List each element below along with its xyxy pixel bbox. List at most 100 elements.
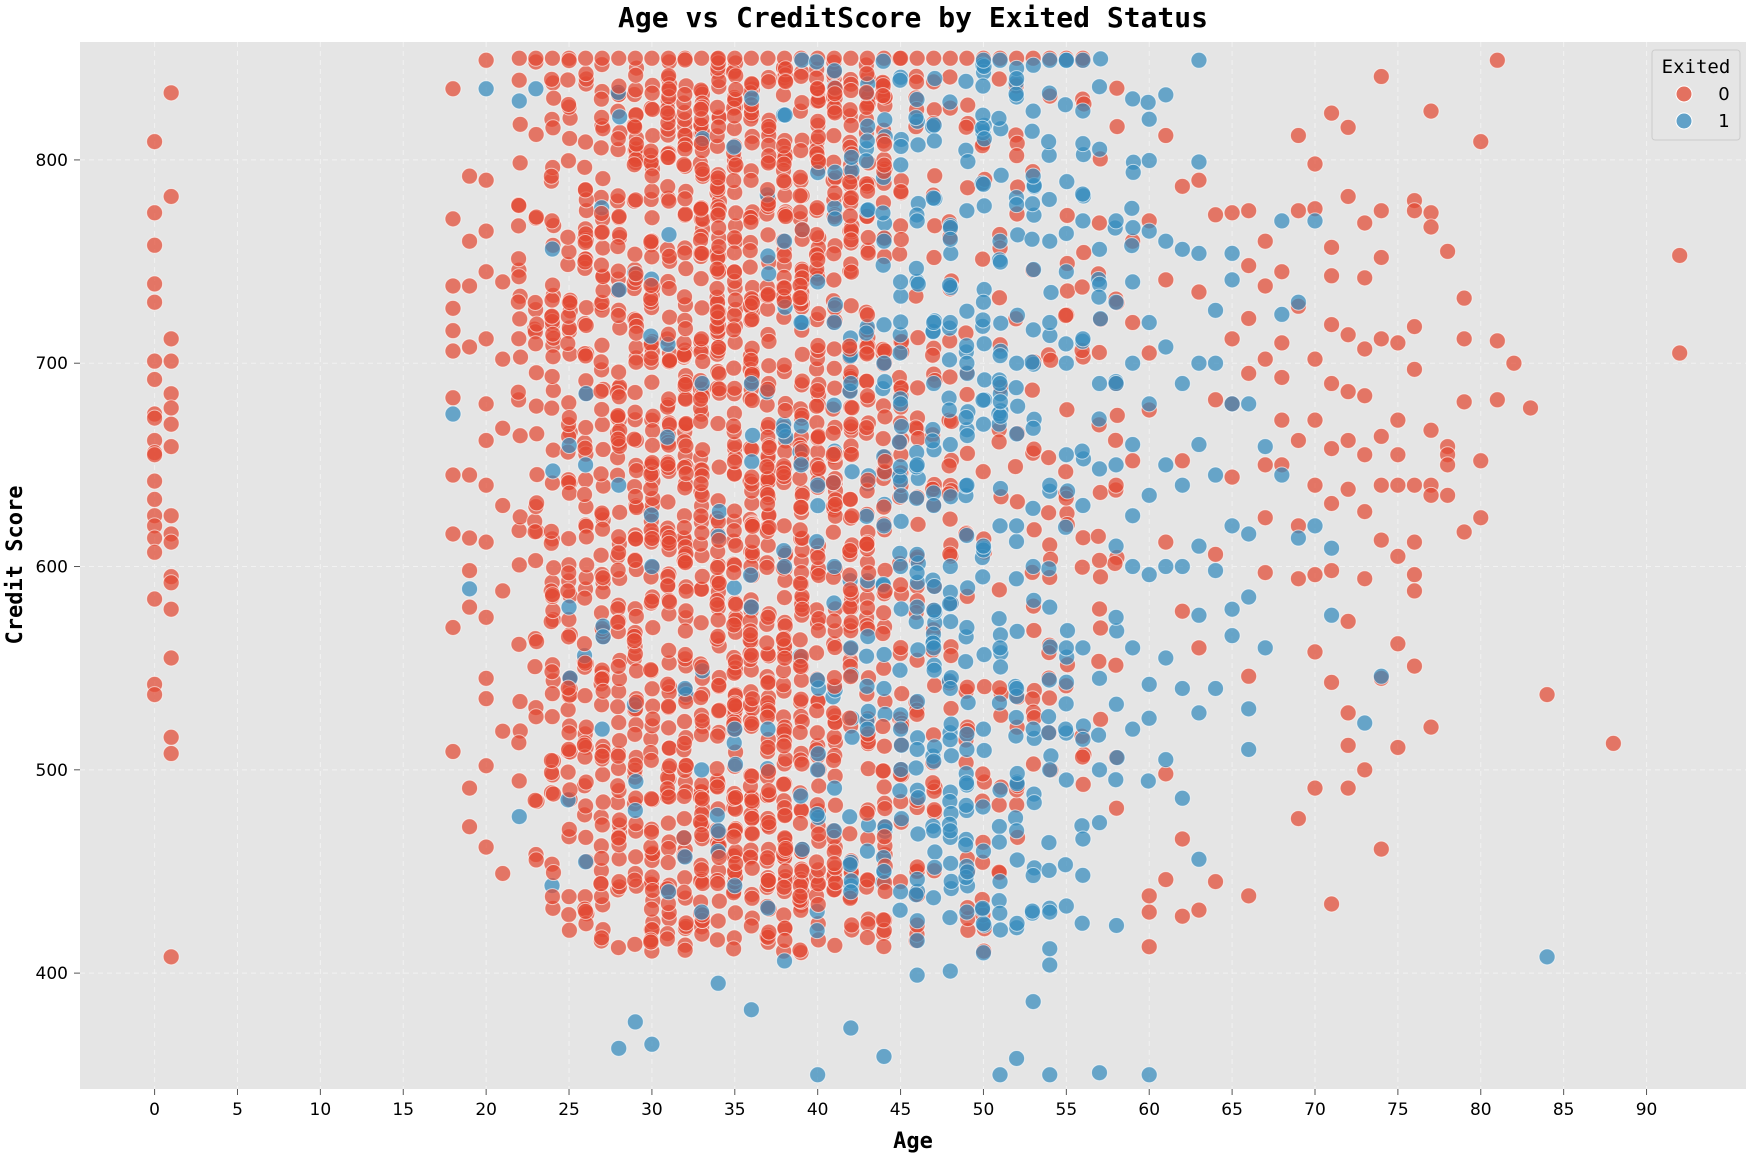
point-series-0	[577, 347, 595, 365]
point-series-0	[677, 582, 695, 600]
point-series-1	[909, 136, 927, 154]
point-series-1	[1041, 232, 1059, 250]
point-series-1	[1073, 442, 1091, 460]
point-series-1	[991, 1066, 1009, 1084]
point-series-0	[1273, 263, 1291, 281]
point-series-0	[808, 397, 826, 415]
point-series-0	[146, 490, 164, 508]
point-series-0	[594, 569, 612, 587]
point-series-0	[561, 294, 579, 312]
point-series-0	[743, 532, 761, 550]
point-series-1	[1040, 861, 1058, 879]
point-series-0	[625, 156, 643, 174]
point-series-0	[660, 325, 678, 343]
point-series-1	[892, 512, 910, 530]
point-series-0	[494, 273, 512, 291]
point-series-1	[1074, 830, 1092, 848]
point-series-0	[1092, 710, 1110, 728]
point-series-0	[725, 616, 743, 634]
point-series-1	[611, 108, 629, 126]
point-series-1	[825, 62, 843, 80]
point-series-1	[891, 901, 909, 919]
point-series-1	[990, 610, 1008, 628]
point-series-1	[875, 1047, 893, 1065]
point-series-0	[1356, 570, 1374, 588]
point-series-0	[842, 415, 860, 433]
point-series-1	[1041, 1066, 1059, 1084]
point-series-0	[1339, 612, 1357, 630]
point-series-0	[842, 82, 860, 100]
point-series-1	[958, 302, 976, 320]
point-series-0	[725, 359, 743, 377]
point-series-0	[693, 790, 711, 808]
point-series-0	[841, 490, 859, 508]
x-axis-label: Age	[893, 1129, 933, 1154]
point-series-0	[659, 149, 677, 167]
point-series-0	[1323, 562, 1341, 580]
point-series-0	[1372, 427, 1390, 445]
point-series-0	[776, 443, 794, 461]
point-series-0	[609, 777, 627, 795]
point-series-1	[859, 201, 877, 219]
point-series-0	[958, 49, 976, 67]
point-series-1	[792, 417, 810, 435]
point-series-1	[908, 212, 926, 230]
point-series-0	[626, 935, 644, 953]
point-series-1	[1056, 96, 1074, 114]
point-series-0	[1372, 531, 1390, 549]
point-series-0	[676, 85, 694, 103]
point-series-0	[510, 49, 528, 67]
point-series-0	[809, 112, 827, 130]
point-series-0	[528, 633, 546, 651]
point-series-0	[759, 849, 777, 867]
point-series-1	[1091, 140, 1109, 158]
point-series-0	[510, 71, 528, 89]
point-series-0	[560, 740, 578, 758]
point-series-0	[892, 576, 910, 594]
point-series-1	[875, 645, 893, 663]
point-series-0	[777, 208, 795, 226]
point-series-0	[146, 409, 164, 427]
point-series-0	[792, 498, 810, 516]
point-series-1	[974, 568, 992, 586]
point-series-0	[741, 626, 759, 644]
point-series-0	[527, 208, 545, 226]
point-series-0	[162, 507, 180, 525]
point-series-0	[858, 929, 876, 947]
point-series-0	[709, 727, 727, 745]
point-series-0	[543, 367, 561, 385]
point-series-1	[975, 130, 993, 148]
point-series-0	[576, 654, 594, 672]
point-series-1	[510, 92, 528, 110]
point-series-1	[1090, 78, 1108, 96]
point-series-1	[577, 385, 595, 403]
point-series-1	[1207, 562, 1225, 580]
point-series-1	[842, 639, 860, 657]
point-series-0	[1090, 652, 1108, 670]
point-series-0	[1405, 657, 1423, 675]
point-series-0	[974, 765, 992, 783]
point-series-1	[743, 89, 761, 107]
point-series-0	[876, 561, 894, 579]
point-series-0	[1323, 104, 1341, 122]
legend-marker-0	[1675, 85, 1693, 103]
point-series-0	[609, 613, 627, 631]
point-series-0	[461, 818, 479, 836]
point-series-0	[1073, 278, 1091, 296]
point-series-0	[742, 917, 760, 935]
point-series-0	[675, 519, 693, 537]
point-series-1	[941, 679, 959, 697]
point-series-0	[776, 402, 794, 420]
point-series-1	[1025, 794, 1043, 812]
point-series-1	[1041, 598, 1059, 616]
point-series-0	[1273, 368, 1291, 386]
point-series-0	[659, 49, 677, 67]
point-series-0	[611, 503, 629, 521]
point-series-0	[841, 709, 859, 727]
point-series-1	[941, 351, 959, 369]
point-series-0	[809, 549, 827, 567]
point-series-1	[940, 401, 958, 419]
point-series-0	[1339, 326, 1357, 344]
point-series-0	[461, 466, 479, 484]
point-series-1	[1140, 1066, 1158, 1084]
